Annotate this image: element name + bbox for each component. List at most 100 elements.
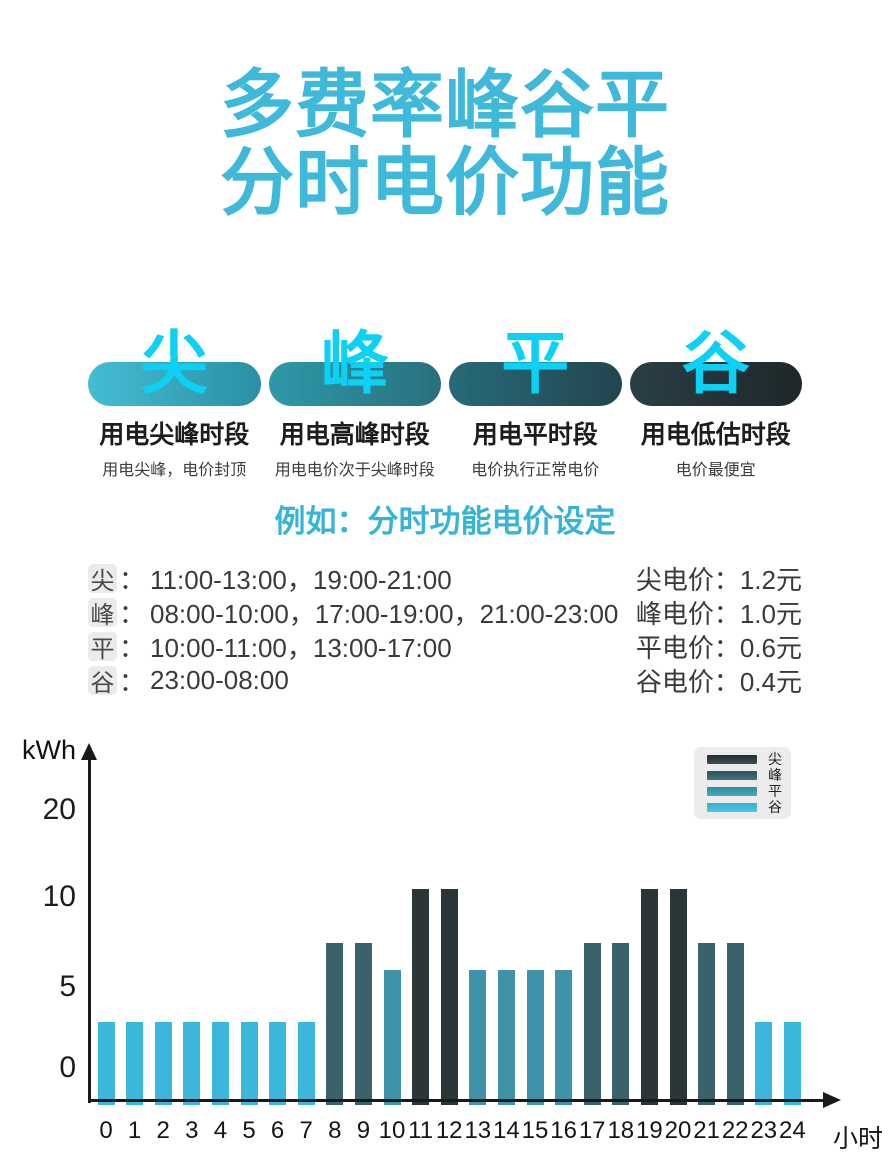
legend-item-平: 平 — [707, 783, 791, 799]
tier-pill-feng — [268, 362, 441, 406]
price-row-gu: 谷 ： 23:00-08:00 谷电价：0.4元 — [88, 663, 802, 697]
tier-ping: 平 用电平时段 电价执行正常电价 — [449, 330, 622, 480]
chart-bar-hour-9 — [354, 943, 372, 1105]
times-jian: 11:00-13:00，19:00-21:00 — [150, 564, 452, 595]
x-tick-4: 4 — [213, 1117, 228, 1144]
chart-bar-hour-1 — [126, 1021, 144, 1105]
tier-pill-ping — [449, 362, 622, 406]
legend-label: 峰 — [768, 766, 782, 783]
legend-swatch-icon — [707, 802, 757, 812]
y-tick-5: 5 — [59, 970, 76, 1003]
tier-label-feng: 用电高峰时段 — [279, 421, 430, 449]
colon: ： — [119, 666, 146, 697]
x-tick-8: 8 — [328, 1117, 342, 1144]
price-jian: 尖电价：1.2元 — [635, 564, 802, 595]
x-tick-22: 22 — [721, 1117, 749, 1144]
tier-char-jian: 尖 — [140, 326, 209, 402]
x-tick-10: 10 — [378, 1117, 406, 1144]
tier-label-jian: 用电尖峰时段 — [99, 421, 250, 449]
colon: ： — [119, 598, 146, 629]
x-tick-7: 7 — [299, 1117, 313, 1144]
y-tick-0: 0 — [59, 1051, 76, 1084]
chart-bar-hour-0 — [97, 1021, 115, 1105]
legend-swatch-icon — [707, 770, 757, 780]
x-tick-9: 9 — [356, 1117, 371, 1144]
x-tick-14: 14 — [493, 1117, 520, 1144]
legend-label: 尖 — [768, 750, 782, 767]
chart-bar-hour-10 — [383, 970, 401, 1105]
tier-char-ping: 平 — [501, 326, 570, 402]
tier-sublabel-ping: 电价执行正常电价 — [471, 462, 600, 479]
tier-char-feng: 峰 — [320, 326, 389, 402]
price-gu: 谷电价：0.4元 — [635, 666, 802, 697]
x-tick-0: 0 — [99, 1117, 113, 1144]
x-tick-1: 1 — [127, 1117, 142, 1144]
tier-sublabel-feng: 用电电价次于尖峰时段 — [274, 462, 435, 479]
chart-bar-hour-13 — [469, 970, 487, 1105]
x-tick-2: 2 — [156, 1117, 170, 1144]
chart-bar-hour-20 — [669, 889, 687, 1105]
times-gu: 23:00-08:00 — [150, 664, 289, 695]
x-tick-18: 18 — [607, 1117, 635, 1144]
x-tick-13: 13 — [464, 1117, 492, 1144]
tier-label-gu: 用电低估时段 — [640, 421, 791, 449]
chart-bar-hour-19 — [640, 889, 658, 1105]
tier-sublabel-gu: 电价最便宜 — [675, 462, 756, 479]
colon: ： — [119, 632, 146, 663]
y-axis-title: kWh — [22, 735, 76, 765]
price-row-jian: 尖 ： 11:00-13:00，19:00-21:00 尖电价：1.2元 — [88, 561, 802, 595]
chart-bar-hour-11 — [412, 889, 430, 1105]
tier-feng: 峰 用电高峰时段 用电电价次于尖峰时段 — [268, 326, 441, 480]
x-axis-arrow-icon — [823, 1092, 841, 1108]
x-axis-title: 小时 — [833, 1125, 884, 1153]
price-table: 尖 ： 11:00-13:00，19:00-21:00 尖电价：1.2元 峰 ：… — [88, 561, 802, 697]
y-tick-10: 10 — [42, 880, 76, 913]
y-axis-line — [88, 758, 91, 1103]
tier-jian: 尖 用电尖峰时段 用电尖峰，电价封顶 — [88, 330, 261, 480]
page-title-line-1: 多费率峰谷平 — [220, 63, 670, 146]
price-row-ping: 平 ： 10:00-11:00，13:00-17:00 平电价：0.6元 — [88, 629, 802, 663]
tier-badge-ping: 平 — [88, 631, 117, 663]
chart-bar-hour-22 — [726, 943, 744, 1105]
legend-item-谷: 谷 — [707, 799, 791, 815]
tier-pills-row: 尖 用电尖峰时段 用电尖峰，电价封顶 峰 用电高峰时段 用电电价次于尖峰时段 平… — [88, 330, 802, 480]
tier-badge-gu: 谷 — [88, 665, 117, 697]
chart-bar-hour-23 — [755, 1021, 773, 1105]
legend-swatch-icon — [707, 786, 757, 796]
chart-bar-hour-8 — [326, 943, 344, 1105]
x-tick-20: 20 — [664, 1117, 692, 1144]
page-title: 多费率峰谷平 分时电价功能 — [0, 63, 890, 223]
x-axis-line — [88, 1099, 825, 1102]
chart-bar-hour-4 — [211, 1021, 229, 1105]
legend-item-尖: 尖 — [707, 751, 791, 767]
x-tick-19: 19 — [636, 1117, 663, 1144]
price-ping: 平电价：0.6元 — [635, 632, 802, 663]
tier-char-gu: 谷 — [681, 326, 750, 402]
tier-badge-jian: 尖 — [88, 563, 117, 595]
chart-bar-hour-16 — [555, 970, 573, 1105]
legend-label: 谷 — [768, 798, 782, 815]
tier-gu: 谷 用电低估时段 电价最便宜 — [629, 326, 802, 480]
chart-bar-hour-6 — [269, 1021, 287, 1105]
tier-label-ping: 用电平时段 — [472, 421, 598, 449]
colon: ： — [119, 564, 146, 595]
price-feng: 峰电价：1.0元 — [635, 598, 802, 629]
chart-bar-hour-12 — [440, 889, 458, 1105]
x-tick-3: 3 — [185, 1117, 199, 1144]
tier-pill-gu — [629, 362, 802, 406]
price-row-feng: 峰 ： 08:00-10:00，17:00-19:00，21:00-23:00 … — [88, 595, 802, 629]
chart-bar-hour-18 — [612, 943, 630, 1105]
x-tick-23: 23 — [750, 1117, 778, 1144]
chart-bar-hour-14 — [497, 970, 515, 1105]
x-tick-24: 24 — [779, 1117, 806, 1144]
chart-bar-hour-17 — [583, 943, 601, 1105]
legend-swatch-icon — [707, 754, 757, 764]
x-tick-12: 12 — [435, 1117, 463, 1144]
x-tick-16: 16 — [550, 1117, 577, 1144]
x-tick-11: 11 — [408, 1117, 434, 1144]
chart-bar-hour-15 — [526, 970, 544, 1105]
times-feng: 08:00-10:00，17:00-19:00，21:00-23:00 — [150, 598, 619, 629]
y-axis-arrow-icon — [81, 743, 97, 760]
legend-label: 平 — [768, 782, 782, 799]
